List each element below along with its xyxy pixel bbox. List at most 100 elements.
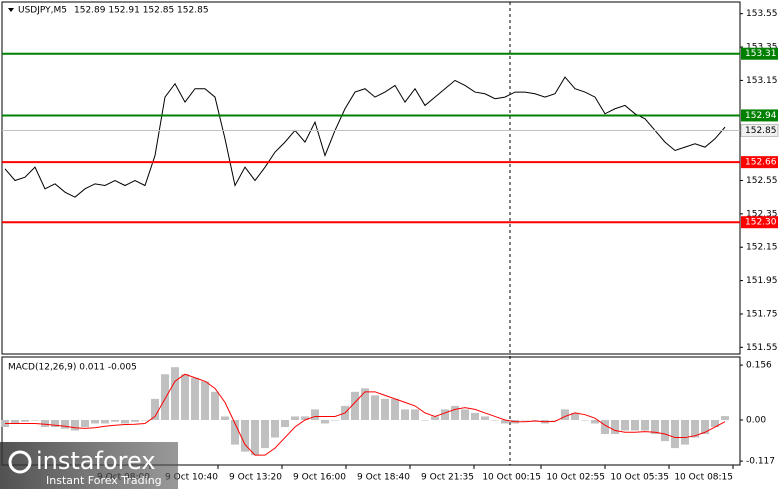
macd-title: MACD(12,26,9) 0.011 -0.005 [8,363,137,373]
price-panel [1,1,741,355]
histogram-bar [521,419,529,421]
level-label-bg [741,156,778,169]
y-tick-label: 151.95 [746,276,778,286]
histogram-bar [401,409,409,420]
histogram-bar [711,419,719,428]
signal-line [5,373,726,456]
y-tick-label: 151.75 [746,309,778,319]
histogram-bar [151,398,159,420]
histogram-bar [91,419,99,424]
level-label: 152.30 [745,218,777,228]
histogram-bar [381,398,389,420]
histogram-bar [701,419,709,435]
y-tick-label: 153.35 [746,43,778,53]
histogram-bar [201,381,209,420]
y-tick-label: 153.15 [746,76,778,86]
last-price-label: 152.85 [745,126,777,136]
level-label-bg [741,109,778,122]
histogram-bar [281,419,289,428]
histogram-bar [311,409,319,420]
histogram-bar [411,409,419,420]
histogram-bar [211,391,219,420]
histogram-bar [81,419,89,428]
histogram-bar [271,419,279,438]
x-tick-label: 9 Oct 21:35 [421,473,474,483]
histogram-bar [651,419,659,435]
x-tick-label: 10 Oct 02:55 [546,473,605,483]
histogram-bar [601,419,609,435]
histogram-bar [221,416,229,420]
histogram-bar [611,419,619,435]
histogram-bar [531,419,539,421]
level-label: 153.31 [745,49,777,59]
histogram-bar [121,419,129,424]
histogram-bar [31,419,39,421]
histogram-bar [571,412,579,420]
histogram-bar [321,419,329,424]
histogram-bar [641,419,649,431]
histogram-bar [301,416,309,420]
logo [8,450,32,474]
x-tick-label: 9 Oct 16:00 [293,473,346,483]
price-line [4,76,726,198]
histogram-bar [721,416,729,420]
y-tick-label: 152.15 [746,243,778,253]
histogram-bar [491,419,499,421]
histogram-bar [351,391,359,420]
x-tick-label: 10 Oct 00:15 [482,473,541,483]
watermark: instaforex Instant Forex Trading [0,442,178,489]
histogram-bar [131,419,139,422]
histogram-bar [561,409,569,420]
x-tick-label: 9 Oct 18:40 [357,473,410,483]
histogram-bar [141,419,149,421]
tagline: Instant Forex Trading [46,474,162,487]
level-label: 152.94 [745,111,777,121]
y-tick-label: 152.35 [746,209,778,219]
histogram-bar [431,416,439,420]
histogram-bar [251,419,259,456]
histogram-bar [501,419,509,424]
histogram-bar [631,419,639,431]
histogram-bar [451,405,459,420]
histogram-bar [51,419,59,428]
histogram-bar [551,419,559,421]
y-tick-label: 0.00 [746,415,766,425]
level-label-bg [741,47,778,60]
histogram-bar [421,419,429,421]
histogram-bar [61,419,69,429]
histogram-bar [361,388,369,420]
histogram-bar [471,412,479,420]
histogram-bar [581,419,589,421]
quote: 152.89 152.91 152.85 152.85 [74,6,209,16]
x-tick-label: 10 Oct 05:35 [610,473,669,483]
y-tick-label: 152.55 [746,176,778,186]
level-label: 152.66 [745,158,777,168]
y-tick-label: 153.55 [746,9,778,19]
histogram-bar [371,395,379,420]
histogram-bar [41,419,49,428]
level-label-bg [741,216,778,229]
histogram-bar [291,416,299,420]
x-tick-label: 10 Oct 08:15 [674,473,733,483]
histogram-bar [241,419,249,452]
histogram-bar [391,398,399,420]
histogram-bar [71,419,79,431]
histogram-bar [11,419,19,424]
histogram-bar [231,419,239,445]
histogram-bar [461,409,469,420]
histogram-bar [591,419,599,424]
x-tick-label: 9 Oct 13:20 [229,473,282,483]
y-tick-label: 151.55 [746,343,778,353]
histogram-bar [331,419,339,421]
y-tick-label: -0.117 [746,457,775,467]
histogram-bar [111,419,119,422]
histogram-bar [161,374,169,420]
histogram-bar [481,416,489,420]
histogram-bar [21,419,29,422]
histogram-bar [171,367,179,420]
histogram-bar [681,419,689,445]
y-tick-label: 0.156 [746,361,772,371]
histogram-bar [661,419,669,442]
histogram-bar [261,419,269,449]
